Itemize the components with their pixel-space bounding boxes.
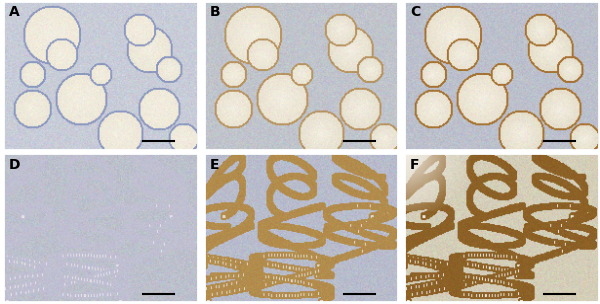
- Text: B: B: [209, 5, 220, 19]
- Text: F: F: [410, 157, 419, 171]
- Text: A: A: [9, 5, 20, 19]
- Text: E: E: [209, 157, 219, 171]
- Text: D: D: [9, 157, 20, 171]
- Text: C: C: [410, 5, 420, 19]
